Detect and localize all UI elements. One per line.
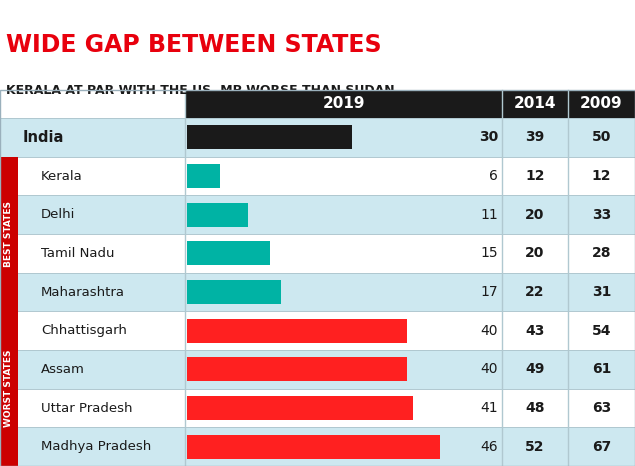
Bar <box>185 90 635 118</box>
Bar <box>0 389 635 427</box>
Text: 61: 61 <box>592 363 611 377</box>
Text: BEST STATES: BEST STATES <box>4 201 13 267</box>
Bar <box>187 396 413 420</box>
Bar <box>187 164 220 188</box>
Text: 12: 12 <box>525 169 545 183</box>
Bar <box>0 427 635 466</box>
Text: Uttar Pradesh: Uttar Pradesh <box>41 402 133 414</box>
Text: 49: 49 <box>525 363 545 377</box>
Bar <box>0 273 635 311</box>
Text: 2014: 2014 <box>514 96 556 111</box>
Text: 67: 67 <box>592 439 611 454</box>
Text: WIDE GAP BETWEEN STATES: WIDE GAP BETWEEN STATES <box>6 33 382 57</box>
Text: 11: 11 <box>480 208 498 222</box>
Text: Delhi: Delhi <box>41 208 76 221</box>
Bar <box>0 157 635 195</box>
Text: 40: 40 <box>481 363 498 377</box>
Bar <box>187 435 440 459</box>
Text: 43: 43 <box>525 324 545 338</box>
Text: 20: 20 <box>525 208 545 222</box>
Text: India: India <box>23 130 64 145</box>
Text: 28: 28 <box>592 247 612 260</box>
Text: 50: 50 <box>592 130 611 144</box>
Text: 48: 48 <box>525 401 545 415</box>
Text: Maharashtra: Maharashtra <box>41 286 125 299</box>
Text: 22: 22 <box>525 285 545 299</box>
Bar <box>187 319 407 343</box>
Bar <box>0 90 635 118</box>
Text: WORST STATES: WORST STATES <box>4 350 13 427</box>
Text: Madhya Pradesh: Madhya Pradesh <box>41 440 151 453</box>
Text: 33: 33 <box>592 208 611 222</box>
Bar <box>187 357 407 381</box>
Text: 2009: 2009 <box>580 96 623 111</box>
Text: Tamil Nadu: Tamil Nadu <box>41 247 114 260</box>
Bar <box>187 241 269 265</box>
Text: 15: 15 <box>480 247 498 260</box>
Text: Chhattisgarh: Chhattisgarh <box>41 324 127 337</box>
Bar <box>0 90 635 466</box>
Bar <box>0 157 18 311</box>
Text: Assam: Assam <box>41 363 85 376</box>
Text: 17: 17 <box>480 285 498 299</box>
Bar <box>187 280 281 304</box>
Bar <box>0 311 18 466</box>
Text: 2019: 2019 <box>322 96 364 111</box>
Text: 12: 12 <box>592 169 612 183</box>
Bar <box>0 234 635 273</box>
Bar <box>187 203 248 226</box>
Text: 52: 52 <box>525 439 545 454</box>
Bar <box>0 118 635 157</box>
Bar <box>187 125 352 149</box>
Bar <box>0 311 635 350</box>
Text: 30: 30 <box>479 130 498 144</box>
Bar <box>0 195 635 234</box>
Text: 6: 6 <box>489 169 498 183</box>
Text: Kerala: Kerala <box>41 170 83 183</box>
Text: 31: 31 <box>592 285 611 299</box>
Bar <box>0 350 635 389</box>
Text: 20: 20 <box>525 247 545 260</box>
Text: 54: 54 <box>592 324 612 338</box>
Text: 41: 41 <box>480 401 498 415</box>
Text: KERALA AT PAR WITH THE US, MP WORSE THAN SUDAN: KERALA AT PAR WITH THE US, MP WORSE THAN… <box>6 83 394 96</box>
Text: 63: 63 <box>592 401 611 415</box>
Text: 46: 46 <box>480 439 498 454</box>
Text: 40: 40 <box>481 324 498 338</box>
Text: 39: 39 <box>525 130 545 144</box>
